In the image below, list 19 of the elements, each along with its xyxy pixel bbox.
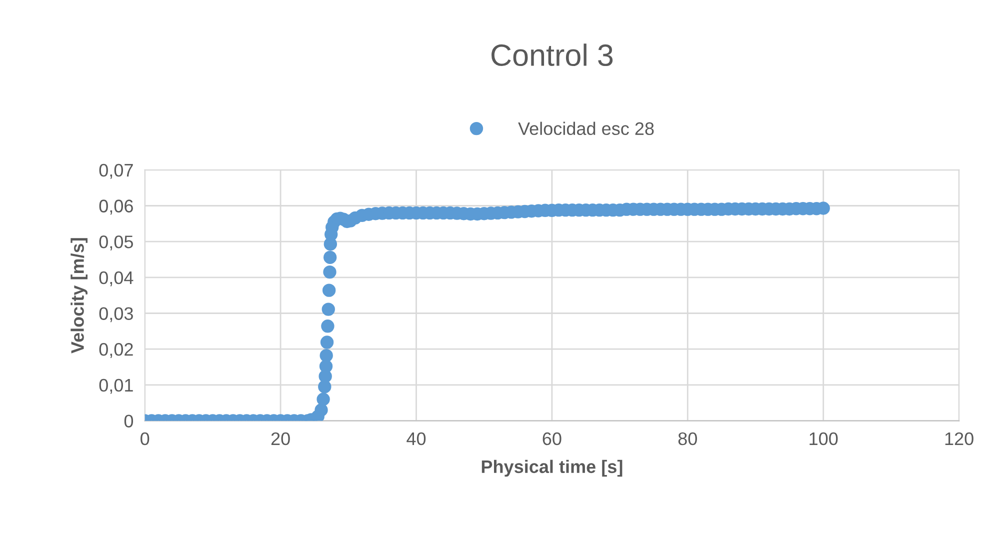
y-axis-title: Velocity [m/s] [70, 238, 88, 354]
y-tick-label: 0,04 [99, 271, 134, 286]
x-tick-label: 20 [271, 432, 290, 446]
x-tick-label: 80 [678, 432, 697, 446]
x-tick-label: 0 [140, 432, 150, 446]
y-tick-label: 0,03 [99, 307, 133, 322]
x-tick-label: 100 [810, 432, 838, 446]
x-axis-title: Physical time [s] [482, 460, 622, 477]
y-tick-label: 0 [124, 414, 134, 428]
y-tick-label: 0,06 [99, 200, 133, 215]
x-tick-label: 60 [542, 432, 562, 446]
x-tick-label: 120 [945, 432, 974, 446]
legend-label: Velocidad esc 28 [518, 122, 654, 136]
chart-title: Control 3 [492, 44, 613, 66]
y-tick-label: 0,02 [99, 343, 133, 358]
y-tick-label: 0,01 [99, 378, 133, 394]
y-tick-label: 0,05 [99, 236, 133, 250]
x-tick-label: 40 [406, 432, 426, 446]
y-tick-label: 0,07 [99, 164, 133, 179]
